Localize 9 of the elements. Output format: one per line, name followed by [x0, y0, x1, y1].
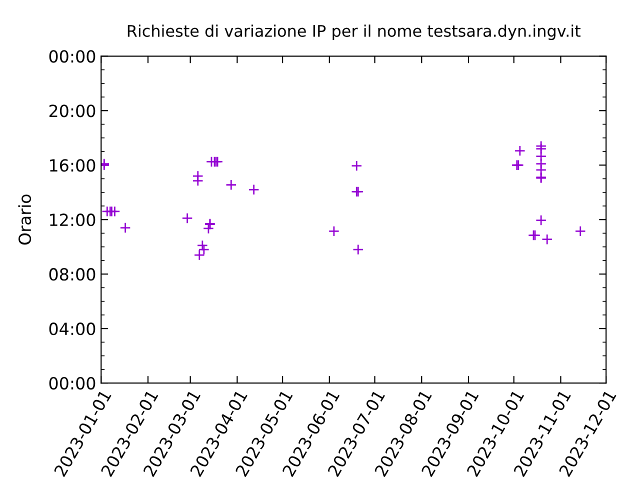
y-tick-label: 12:00: [50, 214, 96, 226]
y-axis-title: Orario: [18, 194, 32, 245]
y-tick-label: 00:00: [49, 50, 96, 63]
y-tick-label: 04:00: [49, 322, 96, 336]
y-tick-label: 08:00: [49, 268, 96, 281]
chart-title: Richieste di variazione IP per il nome testsara.dyn.ingv.it: [128, 24, 580, 40]
y-tick-label: 20:00: [49, 104, 96, 118]
y-tick-label: 00:00: [49, 377, 96, 390]
y-tick-label: 16:00: [50, 159, 96, 172]
